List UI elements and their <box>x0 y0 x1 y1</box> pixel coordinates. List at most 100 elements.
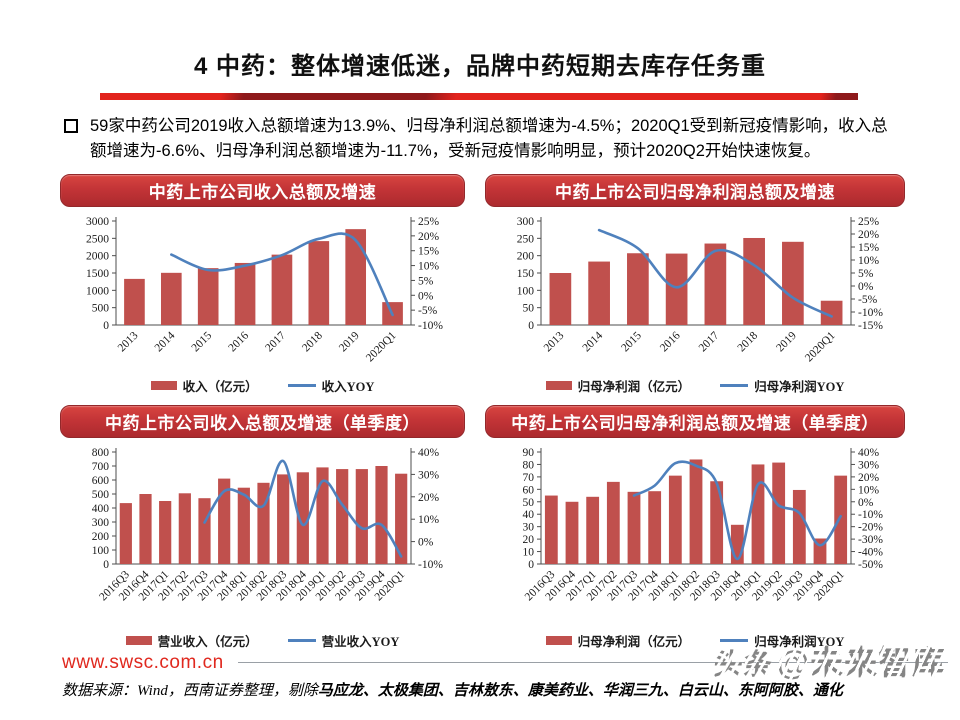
svg-text:700: 700 <box>92 461 110 473</box>
url-row: www.swsc.com.cn <box>62 652 948 674</box>
footer-rule <box>237 662 948 663</box>
svg-text:0%: 0% <box>858 281 874 293</box>
svg-text:500: 500 <box>92 302 110 314</box>
chart-revenue-annual: 0 500 1000 1500 2000 2500 3000 -10% -5% 0% 5% 10% 15… <box>60 209 465 378</box>
x-axis-labels: 2013 2014 2015 2016 2017 2018 2019 2020Q1 <box>542 329 838 364</box>
legend-label: 营业收入（亿元） <box>157 634 258 649</box>
svg-text:25%: 25% <box>418 216 440 228</box>
bar <box>160 272 182 325</box>
legend-label: 归母净利润YOY <box>754 631 844 650</box>
svg-text:200: 200 <box>517 250 535 262</box>
svg-text:250: 250 <box>517 233 535 245</box>
svg-text:2017: 2017 <box>263 329 288 354</box>
bar <box>627 252 649 325</box>
svg-text:3000: 3000 <box>86 216 109 228</box>
data-source-line: 数据来源：Wind，西南证券整理，剔除马应龙、太极集团、吉林敖东、康美药业、华润… <box>62 679 948 700</box>
svg-text:2020Q1: 2020Q1 <box>803 329 838 364</box>
svg-text:20%: 20% <box>858 229 880 241</box>
bar <box>139 493 152 564</box>
chart-profit-quarterly: 0 10 20 30 40 50 60 70 80 90 -50% -40% -30% -20% -10% 0… <box>485 440 905 633</box>
bars-group <box>124 228 403 325</box>
svg-text:30%: 30% <box>418 469 440 481</box>
svg-text:-5%: -5% <box>858 294 878 306</box>
legend-item: 归母净利润（亿元） <box>545 631 691 650</box>
bar <box>627 491 641 564</box>
svg-text:0: 0 <box>103 559 109 571</box>
svg-text:2017: 2017 <box>697 329 722 354</box>
revenue-annual-svg: 0 500 1000 1500 2000 2500 3000 -10% -5% 0% 5% 10% 15… <box>86 216 443 364</box>
chart-title-revenue-quarterly: 中药上市公司收入总额及增速（单季度） <box>60 404 465 438</box>
svg-text:2019: 2019 <box>337 329 362 354</box>
legend-item: 归母净利润（亿元） <box>545 376 691 395</box>
svg-text:-5%: -5% <box>418 305 438 317</box>
svg-text:800: 800 <box>92 447 110 459</box>
svg-text:10: 10 <box>523 546 535 558</box>
svg-text:15%: 15% <box>858 242 880 254</box>
bar-swatch-icon <box>125 635 152 645</box>
svg-text:20%: 20% <box>858 471 880 483</box>
legend-profit-quarterly: 归母净利润（亿元） 归母净利润YOY <box>485 631 905 650</box>
svg-text:0%: 0% <box>858 496 874 508</box>
bar <box>772 462 786 564</box>
source-prefix: 数据来源：Wind，西南证券整理，剔除 <box>62 682 318 699</box>
line-swatch-icon <box>287 638 316 642</box>
line-swatch-icon <box>287 383 316 387</box>
panel-profit-quarterly: 中药上市公司归母净利润总额及增速（单季度） 0 10 20 30 40 50 60 70 80 9… <box>485 404 905 650</box>
revenue-quarterly-svg: 0 100 200 300 400 500 600 700 800 -10% 0% 10% 20% 30%… <box>92 447 444 603</box>
svg-text:-20%: -20% <box>858 521 883 533</box>
bar <box>296 471 309 564</box>
svg-text:20%: 20% <box>418 491 440 503</box>
left-axis-ticks: 0 100 200 300 400 500 600 700 800 <box>92 447 116 571</box>
bar <box>178 492 191 564</box>
bar <box>782 241 804 325</box>
bar <box>743 237 765 325</box>
bar <box>588 261 610 325</box>
source-companies: 马应龙、太极集团、吉林敖东、康美药业、华润三九、白云山、东阿阿胶、通化 <box>317 681 843 699</box>
svg-text:300: 300 <box>92 517 110 529</box>
svg-text:100: 100 <box>92 545 110 557</box>
svg-text:15%: 15% <box>418 245 440 257</box>
svg-text:80: 80 <box>523 459 535 471</box>
bar <box>308 240 330 325</box>
chart-title-profit-quarterly: 中药上市公司归母净利润总额及增速（单季度） <box>485 404 905 438</box>
line-swatch-icon <box>720 383 749 387</box>
bar <box>218 478 231 564</box>
legend-profit-annual: 归母净利润（亿元） 归母净利润YOY <box>485 376 905 395</box>
legend-item: 归母净利润YOY <box>720 376 844 395</box>
bar <box>197 267 219 325</box>
bar <box>549 272 572 325</box>
svg-text:2015: 2015 <box>619 329 644 354</box>
legend-label: 归母净利润（亿元） <box>577 634 691 649</box>
svg-text:2000: 2000 <box>86 250 109 262</box>
bar <box>586 496 600 564</box>
svg-text:40%: 40% <box>858 447 880 459</box>
bar-swatch-icon <box>545 380 572 390</box>
left-axis-ticks: 0 500 1000 1500 2000 2500 3000 <box>86 216 116 332</box>
svg-text:2019: 2019 <box>774 329 799 354</box>
svg-text:600: 600 <box>92 475 110 487</box>
bar <box>198 497 211 564</box>
bar <box>751 463 765 564</box>
legend-item: 营业收入YOY <box>287 631 399 650</box>
charts-grid: 中药上市公司收入总额及增速 0 500 1000 1500 2000 2500 3000 -1… <box>60 173 905 650</box>
svg-text:10%: 10% <box>418 514 440 526</box>
footer: www.swsc.com.cn 数据来源：Wind，西南证券整理，剔除马应龙、太… <box>62 644 948 700</box>
bar <box>820 300 843 325</box>
legend-item: 营业收入（亿元） <box>125 631 258 650</box>
svg-text:2020Q1: 2020Q1 <box>364 329 399 364</box>
bar <box>237 487 250 564</box>
svg-text:0: 0 <box>528 559 534 571</box>
bar <box>159 500 172 564</box>
svg-text:40%: 40% <box>418 447 440 459</box>
legend-label: 收入YOY <box>321 379 375 394</box>
bar <box>124 278 145 325</box>
svg-text:2500: 2500 <box>86 233 109 245</box>
page-title: 4 中药：整体增速低迷，品牌中药短期去库存任务重 <box>193 53 766 80</box>
legend-item: 归母净利润YOY <box>720 631 844 650</box>
svg-text:0%: 0% <box>418 290 434 302</box>
legend-label: 归母净利润（亿元） <box>577 379 691 394</box>
bar <box>834 475 848 564</box>
svg-text:2015: 2015 <box>190 329 215 354</box>
bar <box>345 228 367 325</box>
svg-text:60: 60 <box>523 484 535 496</box>
